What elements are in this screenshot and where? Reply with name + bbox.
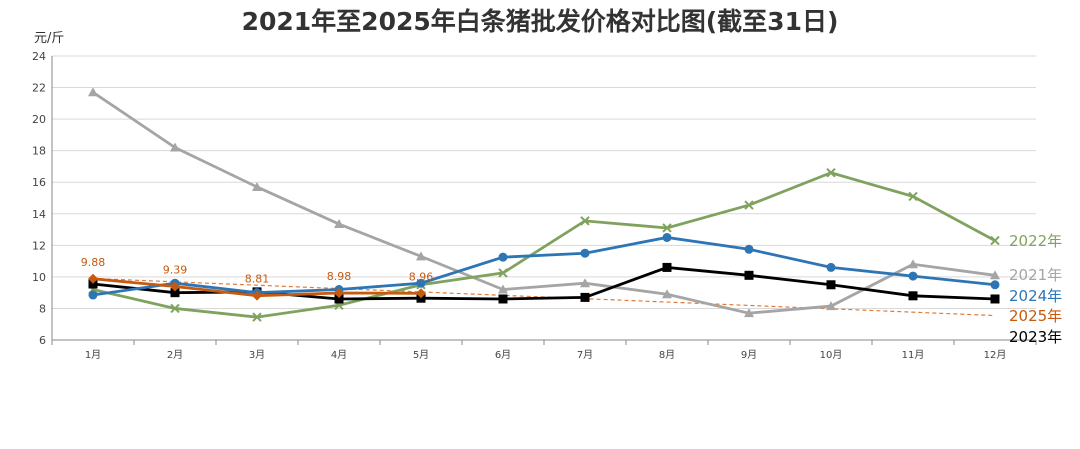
y-tick-label: 10 (32, 271, 46, 284)
legend-label: 2024年 (1009, 287, 1062, 305)
data-point (252, 290, 262, 301)
data-point (416, 251, 426, 261)
data-point (170, 281, 180, 292)
data-point (744, 200, 754, 210)
data-point (416, 278, 426, 288)
x-tick-label: 2月 (167, 349, 183, 361)
data-point (170, 288, 180, 298)
series-line-2022年 (92, 171, 996, 319)
x-tick-label: 12月 (984, 349, 1007, 361)
data-point (580, 248, 590, 258)
x-tick-label: 4月 (331, 349, 347, 361)
x-tick-label: 11月 (902, 349, 925, 361)
series-line-2021年 (92, 91, 996, 315)
data-point (826, 301, 836, 311)
data-point (498, 252, 508, 262)
data-point (990, 235, 1000, 246)
data-point (990, 270, 1000, 280)
data-point (662, 262, 672, 272)
y-tick-label: 12 (32, 239, 46, 252)
data-point (662, 289, 672, 299)
data-point (662, 232, 672, 242)
data-point (826, 280, 836, 290)
legend-label: 2022年 (1009, 232, 1062, 250)
x-tick-label: 3月 (249, 349, 265, 361)
data-point (88, 279, 98, 289)
legend-label: 2025年 (1009, 307, 1062, 325)
x-tick-label: 5月 (413, 349, 429, 361)
x-tick-label: 9月 (741, 349, 757, 361)
y-tick-label: 16 (32, 176, 46, 189)
data-point (170, 142, 180, 152)
y-tick-label: 18 (32, 145, 46, 158)
data-point (744, 244, 754, 254)
y-tick-label: 24 (32, 50, 46, 63)
data-point (334, 287, 344, 298)
x-tick-label: 6月 (495, 349, 511, 361)
data-point (498, 268, 508, 278)
data-label: 8.98 (327, 270, 352, 283)
data-label: 8.96 (409, 270, 434, 283)
data-point (580, 216, 590, 226)
data-point (908, 271, 918, 281)
data-point (498, 294, 508, 304)
legend-label: 2023年 (1009, 328, 1062, 346)
y-tick-label: 8 (39, 302, 46, 315)
data-point (170, 303, 180, 314)
data-point (334, 219, 344, 229)
x-tick-label: 8月 (659, 349, 675, 361)
data-label: 9.39 (163, 264, 188, 277)
data-point (252, 181, 262, 191)
chart-title: 2021年至2025年白条猪批发价格对比图(截至31日) (241, 7, 839, 36)
data-point (744, 308, 754, 318)
legend-label: 2021年 (1009, 266, 1062, 284)
data-point (908, 291, 918, 301)
data-point (88, 290, 98, 300)
data-point (416, 288, 426, 299)
x-tick-label: 7月 (577, 349, 593, 361)
data-point (990, 294, 1000, 304)
data-point (826, 262, 836, 272)
x-tick-label: 10月 (820, 349, 843, 361)
data-point (908, 259, 918, 269)
data-point (498, 284, 508, 294)
data-label: 8.81 (245, 273, 270, 286)
data-point (908, 191, 918, 202)
data-point (826, 168, 836, 178)
x-tick-label: 1月 (85, 349, 101, 361)
y-tick-label: 20 (32, 113, 46, 126)
data-point (990, 280, 1000, 290)
data-point (662, 223, 672, 233)
data-point (88, 273, 98, 284)
data-point (744, 270, 754, 280)
series-line-2023年 (92, 265, 996, 301)
data-point (88, 87, 98, 97)
y-axis-label: 元/斤 (34, 31, 65, 46)
data-point (580, 278, 590, 288)
data-label: 9.88 (81, 256, 106, 269)
y-tick-label: 22 (32, 82, 46, 95)
data-point (334, 294, 344, 304)
y-tick-label: 14 (32, 208, 46, 221)
y-tick-label: 6 (39, 334, 46, 347)
series-line-2024年 (92, 236, 996, 297)
data-point (580, 292, 590, 302)
data-point (252, 312, 262, 322)
